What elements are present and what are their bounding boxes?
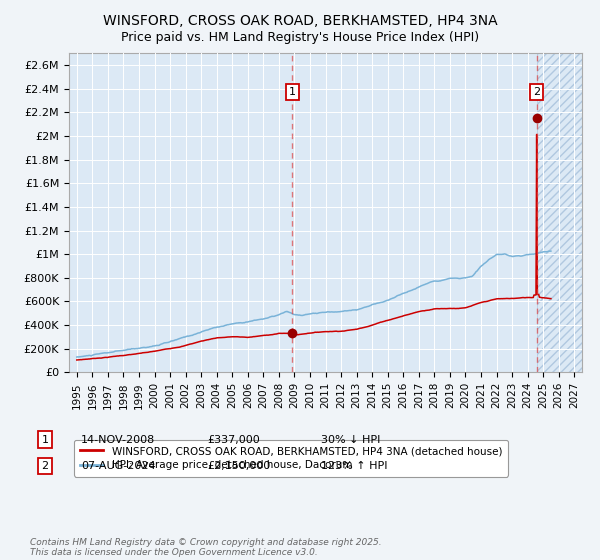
Text: £2,150,000: £2,150,000 (207, 461, 270, 471)
Text: 14-NOV-2008: 14-NOV-2008 (81, 435, 155, 445)
Text: 123% ↑ HPI: 123% ↑ HPI (321, 461, 388, 471)
Text: Contains HM Land Registry data © Crown copyright and database right 2025.
This d: Contains HM Land Registry data © Crown c… (30, 538, 382, 557)
Text: 30% ↓ HPI: 30% ↓ HPI (321, 435, 380, 445)
Text: 2: 2 (41, 461, 49, 471)
Text: Price paid vs. HM Land Registry's House Price Index (HPI): Price paid vs. HM Land Registry's House … (121, 31, 479, 44)
Text: £337,000: £337,000 (207, 435, 260, 445)
Text: 07-AUG-2024: 07-AUG-2024 (81, 461, 155, 471)
Text: 1: 1 (41, 435, 49, 445)
Text: 2: 2 (533, 87, 540, 97)
Text: 1: 1 (289, 87, 296, 97)
Text: WINSFORD, CROSS OAK ROAD, BERKHAMSTED, HP4 3NA: WINSFORD, CROSS OAK ROAD, BERKHAMSTED, H… (103, 14, 497, 28)
Legend: WINSFORD, CROSS OAK ROAD, BERKHAMSTED, HP4 3NA (detached house), HPI: Average pr: WINSFORD, CROSS OAK ROAD, BERKHAMSTED, H… (74, 440, 508, 477)
Bar (536, 53, 582, 372)
